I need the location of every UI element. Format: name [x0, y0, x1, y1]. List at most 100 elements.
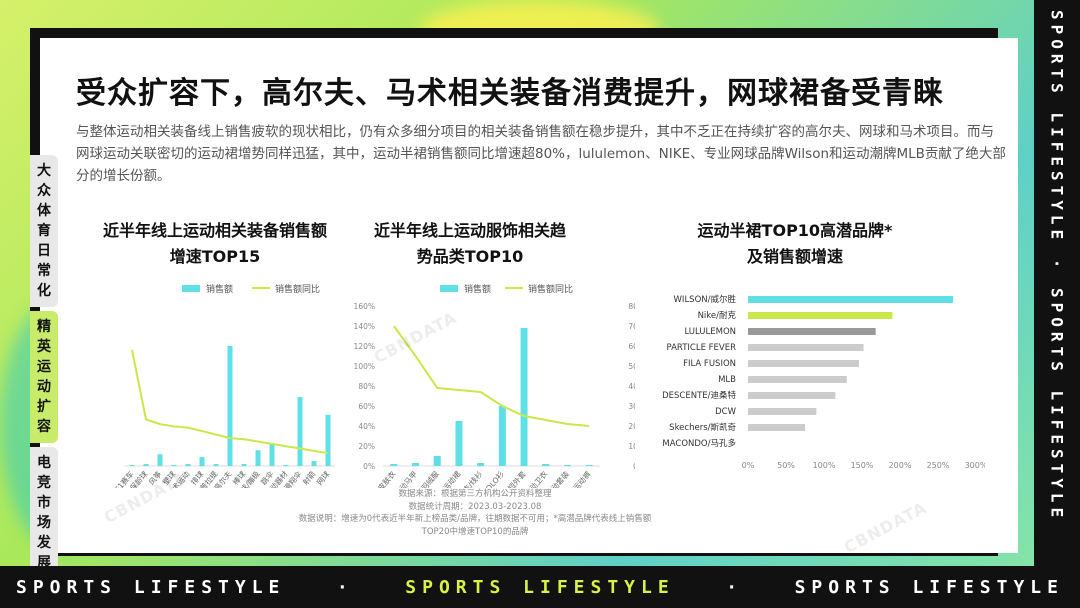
intro-text: 与整体运动相关装备线上销售疲软的现状相比，仍有众多细分项目的相关装备销售额在稳步…: [76, 124, 1006, 184]
left-axis-tick: 80%: [358, 382, 375, 391]
x-tick-label: 射箭: [300, 468, 318, 486]
x-axis-tick: 200%: [889, 461, 912, 470]
left-axis-tick: 60%: [358, 402, 375, 411]
legend-swatch-sales: [182, 285, 200, 292]
bar-sales: [433, 456, 441, 466]
x-axis-tick: 50%: [777, 461, 795, 470]
band-dot: ·: [336, 576, 354, 598]
x-tick-label: 运动裤: [571, 468, 593, 488]
bar-sales: [542, 464, 550, 466]
note-source: 数据来源：根据第三方机构公开资料整理: [398, 489, 552, 499]
right-axis-tick: 20%: [628, 422, 635, 431]
left-axis-tick: 20%: [358, 442, 375, 451]
bar-sales: [143, 464, 149, 466]
legend-label-yoy: 销售额同比: [528, 283, 573, 295]
bar-growth: [748, 328, 876, 335]
bar-sales: [477, 463, 485, 466]
left-axis-tick: 100%: [354, 362, 375, 371]
chart2-svg: 销售额 销售额同比 0% 20% 40% 60% 80% 100% 120% 140% 160% 0%…: [354, 283, 635, 488]
bar-sales: [498, 406, 506, 466]
bar-sales: [255, 450, 261, 466]
note-period: 数据统计周期：2023.03-2023.08: [408, 501, 542, 512]
chart3-title: 运动半裙TOP10高潜品牌*及销售额增速: [695, 218, 895, 270]
page-title: 受众扩容下，高尔夫、马术相关装备消费提升，网球裙备受青睐: [76, 76, 944, 111]
side-tab-elite-sports[interactable]: 精英运动扩容: [30, 311, 58, 443]
watermark: CBNDATA: [840, 497, 930, 558]
note-explanation: 数据说明：增速为0代表近半年新上榜品类/品牌，往期数据不可用；*高潜品牌代表线上…: [298, 514, 652, 537]
left-axis-tick: 40%: [358, 422, 375, 431]
bar-sales: [390, 464, 398, 466]
right-axis-tick: 60%: [628, 342, 635, 351]
chart1-title: 近半年线上运动相关装备销售额增速TOP15: [100, 218, 330, 270]
bar-growth: [748, 376, 847, 383]
bar-sales: [213, 464, 219, 466]
x-tick-label: 皮肤衣: [375, 468, 397, 488]
category-label: LULULEMON: [684, 327, 736, 337]
bar-sales: [283, 465, 289, 466]
chart2-title-text: 近半年线上运动服饰相关趋势品类TOP10: [373, 221, 566, 266]
left-axis-tick: 0%: [363, 462, 375, 471]
bar-sales: [297, 397, 303, 466]
bar-sales: [412, 463, 420, 466]
band-dot: ·: [726, 576, 744, 598]
bar-sales: [325, 414, 331, 466]
right-axis-tick: 70%: [628, 322, 635, 331]
x-tick-label: 运动套装: [544, 468, 571, 488]
chart3-title-text: 运动半裙TOP10高潜品牌*及销售额增速: [697, 221, 893, 266]
right-axis-tick: 80%: [628, 302, 635, 311]
category-label: MACONDO/马孔多: [662, 438, 736, 449]
side-tab-mass-sports[interactable]: 大众体育日常化: [30, 155, 58, 307]
bar-sales: [241, 464, 247, 466]
line-yoy: [131, 349, 329, 455]
bar-growth: [748, 424, 805, 431]
category-label: WILSON/威尔胜: [674, 294, 737, 305]
x-axis-tick: 300%: [965, 461, 985, 470]
bar-sales: [311, 461, 317, 466]
right-axis-tick: 30%: [628, 402, 635, 411]
side-tabs: 大众体育日常化 精英运动扩容 电竞市场发展: [30, 155, 58, 583]
chart1-title-text: 近半年线上运动相关装备销售额增速TOP15: [102, 221, 327, 266]
legend-label-sales: 销售额: [206, 283, 233, 295]
bar-growth: [748, 312, 893, 319]
bar-sales: [269, 444, 275, 466]
right-axis-tick: 50%: [628, 362, 635, 371]
bar-sales: [227, 345, 233, 466]
x-tick-label: 运动马甲: [392, 469, 419, 488]
bar-sales: [455, 421, 463, 466]
category-label: FILA FUSION: [683, 359, 736, 369]
right-axis-tick: 10%: [628, 442, 635, 451]
band-text-2: SPORTS LIFESTYLE: [405, 576, 675, 598]
category-label: Skechers/斯凯奇: [669, 422, 736, 433]
x-axis-tick: 150%: [851, 461, 874, 470]
chart3-svg: WILSON/威尔胜 Nike/耐克 LULULEMON PARTICLE FEVER…: [662, 294, 985, 470]
category-label: MLB: [718, 375, 736, 385]
x-tick-label: 运动裙: [440, 468, 462, 488]
legend-swatch-sales: [440, 285, 458, 292]
right-vertical-band: SPORTS LIFESTYLE · SPORTS LIFESTYLE: [1034, 0, 1080, 566]
bar-growth: [748, 296, 954, 303]
bar-sales: [199, 457, 205, 466]
left-axis-tick: 140%: [354, 322, 375, 331]
line-yoy: [393, 325, 590, 427]
side-tab-esports[interactable]: 电竞市场发展: [30, 447, 58, 579]
category-label: PARTICLE FEVER: [667, 343, 737, 353]
x-axis-tick: 0%: [742, 461, 755, 470]
bar-growth: [748, 408, 817, 415]
left-axis-tick: 120%: [354, 342, 375, 351]
chart1-svg: 销售额 销售额同比F1赛车保龄球风筝壁球马术运动排球瑜伽/普拉提高尔夫棒球板球/蹦…: [112, 283, 335, 488]
x-axis-tick: 250%: [927, 461, 950, 470]
bar-sales: [520, 328, 528, 466]
bar-sales: [157, 454, 163, 466]
bar-sales: [171, 465, 177, 466]
right-axis-tick: 0%: [633, 462, 635, 471]
x-axis-tick: 100%: [813, 461, 836, 470]
category-label: DESCENTE/迪桑特: [662, 390, 736, 401]
legend-label-sales: 销售额: [464, 283, 491, 295]
bottom-band: SPORTS LIFESTYLE · SPORTS LIFESTYLE · SP…: [0, 566, 1080, 608]
right-axis-tick: 40%: [628, 382, 635, 391]
notes-block: 数据来源：根据第三方机构公开资料整理 数据统计周期：2023.03-2023.0…: [290, 488, 660, 538]
band-text-1: SPORTS LIFESTYLE: [16, 576, 286, 598]
bar-growth: [748, 360, 859, 367]
x-tick-label: 运动卫衣: [522, 468, 549, 488]
bar-sales: [129, 465, 135, 466]
